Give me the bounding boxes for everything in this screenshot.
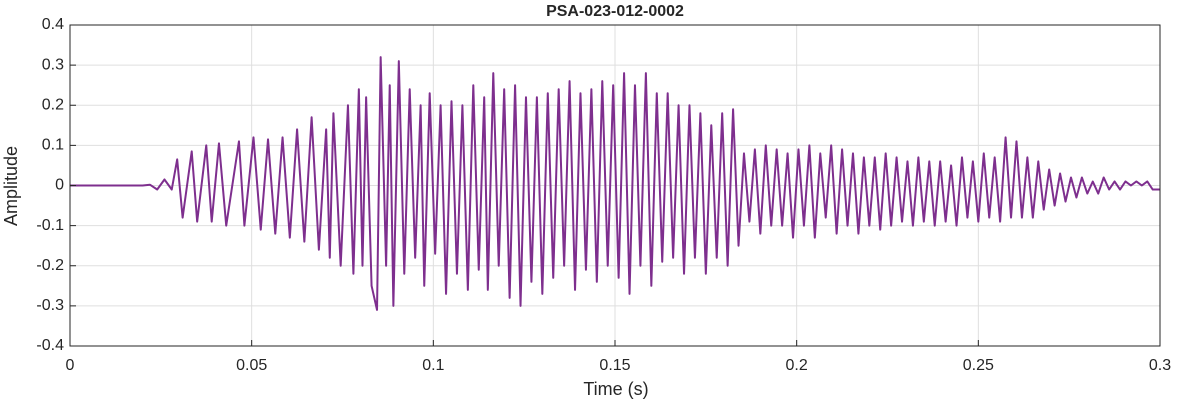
x-tick-label: 0.3: [1149, 357, 1171, 374]
x-tick-label: 0.05: [236, 357, 267, 374]
x-tick-label: 0.25: [963, 357, 994, 374]
y-tick-label: -0.2: [36, 257, 64, 274]
x-tick-label: 0: [66, 357, 75, 374]
x-tick-label: 0.15: [599, 357, 630, 374]
x-tick-label: 0.1: [422, 357, 444, 374]
plot-area: [70, 56, 1160, 311]
y-tick-label: -0.1: [36, 217, 64, 234]
x-tick-label: 0.2: [786, 357, 808, 374]
y-tick-label: -0.4: [36, 337, 64, 354]
y-tick-label: -0.3: [36, 297, 64, 314]
chart-title: PSA-023-012-0002: [546, 3, 684, 20]
y-tick-label: 0: [55, 177, 64, 194]
y-tick-label: 0.1: [42, 137, 64, 154]
y-axis-label: Amplitude: [1, 146, 21, 226]
y-tick-label: 0.2: [42, 96, 64, 113]
y-tick-label: 0.3: [42, 56, 64, 73]
x-axis-label: Time (s): [583, 379, 648, 399]
y-tick-label: 0.4: [42, 16, 64, 33]
waveform-line: [70, 56, 1160, 311]
